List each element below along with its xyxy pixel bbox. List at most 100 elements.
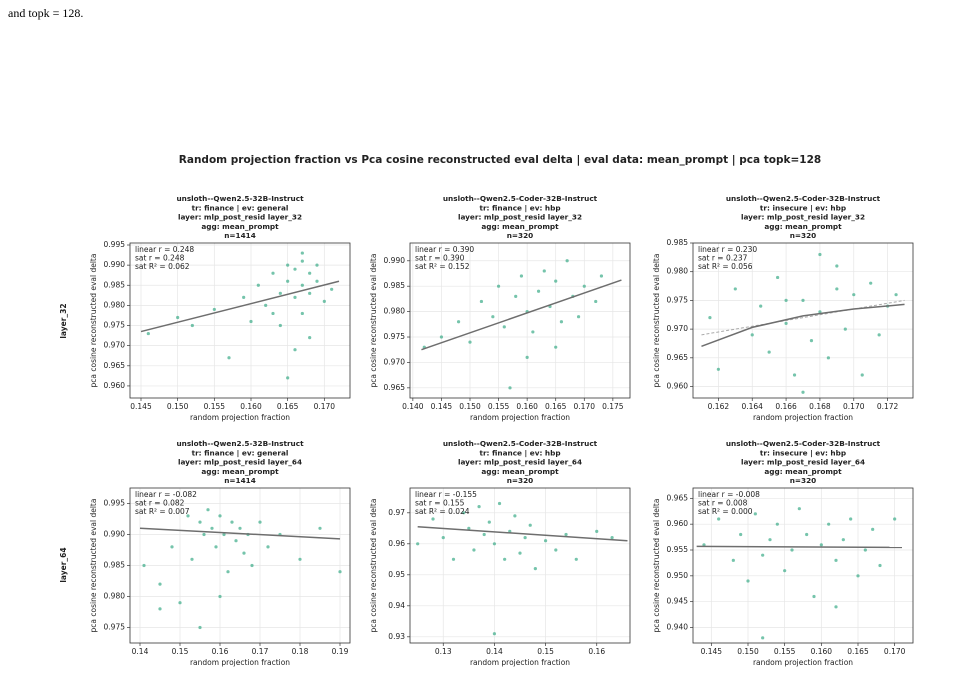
- point: [518, 551, 522, 555]
- point: [222, 532, 226, 537]
- point: [300, 311, 304, 316]
- point: [739, 532, 743, 537]
- y-tick-label: 0.970: [667, 324, 689, 333]
- point: [812, 594, 816, 599]
- y-tick-label: 0.93: [388, 632, 405, 641]
- point: [158, 607, 162, 611]
- y-tick-label: 0.990: [104, 530, 126, 539]
- point: [554, 548, 558, 552]
- annotation: linear r = -0.008: [698, 490, 760, 499]
- point: [266, 545, 270, 549]
- x-axis-label: random projection fraction: [753, 658, 853, 667]
- panel-title: n=1414: [224, 231, 256, 240]
- point: [536, 289, 541, 293]
- point: [441, 536, 445, 540]
- point: [234, 539, 238, 543]
- point: [176, 315, 180, 320]
- panel-title: tr: insecure | ev: hbp: [760, 203, 846, 213]
- point: [206, 508, 210, 512]
- x-tick-label: 0.155: [774, 647, 796, 656]
- y-tick-label: 0.965: [667, 493, 689, 502]
- point: [801, 298, 805, 303]
- x-tick-label: 0.170: [314, 402, 336, 411]
- x-tick-label: 0.170: [884, 647, 906, 656]
- point: [761, 553, 765, 557]
- y-tick-label: 0.980: [667, 267, 689, 276]
- y-tick-label: 0.97: [388, 508, 405, 517]
- point: [717, 517, 721, 521]
- point: [761, 636, 765, 640]
- point: [759, 304, 763, 308]
- fit-line: [701, 303, 905, 348]
- point: [482, 532, 486, 537]
- point: [860, 373, 864, 377]
- point: [819, 543, 823, 547]
- panel-title: n=1414: [224, 476, 256, 485]
- y-axis-label: pca cosine reconstructed eval delta: [369, 254, 378, 388]
- panel-title: unsloth--Qwen2.5-Coder-32B-Instruct: [726, 439, 881, 448]
- x-axis-label: random projection fraction: [470, 658, 570, 667]
- point: [218, 514, 222, 518]
- panel-title: layer: mlp_post_resid layer_32: [458, 213, 582, 222]
- point: [451, 557, 456, 561]
- point: [190, 323, 194, 328]
- point: [286, 376, 290, 380]
- x-tick-label: 0.15: [537, 647, 554, 656]
- point: [456, 320, 461, 324]
- y-tick-label: 0.960: [667, 519, 689, 528]
- point: [523, 536, 527, 540]
- x-tick-label: 0.145: [130, 402, 152, 411]
- figure-title: Random projection fraction vs Pca cosine…: [179, 154, 821, 166]
- annotation: sat R² = 0.062: [135, 262, 190, 271]
- x-tick-label: 0.145: [701, 647, 723, 656]
- row-label: layer_64: [59, 547, 68, 582]
- point: [797, 507, 801, 511]
- point: [502, 325, 506, 329]
- point: [582, 284, 586, 288]
- y-axis-label: pca cosine reconstructed eval delta: [89, 499, 98, 633]
- y-tick-label: 0.94: [388, 601, 405, 610]
- point: [198, 520, 202, 524]
- point: [878, 563, 882, 568]
- point: [250, 563, 254, 568]
- annotation: linear r = -0.155: [415, 490, 477, 499]
- x-tick-label: 0.150: [737, 647, 759, 656]
- point: [468, 340, 472, 344]
- point: [487, 520, 491, 524]
- point: [286, 279, 290, 283]
- panel-title: unsloth--Qwen2.5-32B-Instruct: [176, 439, 304, 448]
- point: [467, 526, 471, 530]
- x-tick-label: 0.150: [459, 402, 481, 411]
- x-tick-label: 0.166: [775, 402, 797, 411]
- x-tick-label: 0.160: [240, 402, 262, 411]
- point: [491, 315, 495, 319]
- point: [242, 295, 246, 299]
- x-tick-label: 0.168: [809, 402, 831, 411]
- panel-title: tr: finance | ev: hbp: [479, 203, 560, 213]
- y-tick-label: 0.970: [384, 357, 406, 366]
- y-tick-label: 0.995: [104, 240, 126, 249]
- point: [513, 514, 517, 518]
- point: [298, 557, 302, 561]
- y-tick-label: 0.990: [384, 256, 406, 265]
- y-tick-label: 0.965: [104, 361, 126, 370]
- point: [801, 390, 805, 394]
- y-tick-label: 0.955: [667, 545, 689, 554]
- panel-title: n=320: [507, 231, 534, 240]
- x-tick-label: 0.170: [843, 402, 865, 411]
- annotation: sat R² = 0.007: [135, 507, 190, 516]
- fit-line: [421, 279, 622, 351]
- point: [190, 557, 194, 561]
- x-tick-label: 0.172: [877, 402, 899, 411]
- point: [594, 299, 598, 304]
- point: [576, 315, 581, 319]
- point: [767, 350, 771, 354]
- point: [768, 538, 772, 542]
- panel-title: n=320: [507, 476, 534, 485]
- y-tick-label: 0.960: [104, 381, 126, 390]
- point: [293, 295, 297, 299]
- point: [315, 279, 319, 283]
- point: [894, 293, 898, 297]
- x-tick-label: 0.19: [332, 647, 349, 656]
